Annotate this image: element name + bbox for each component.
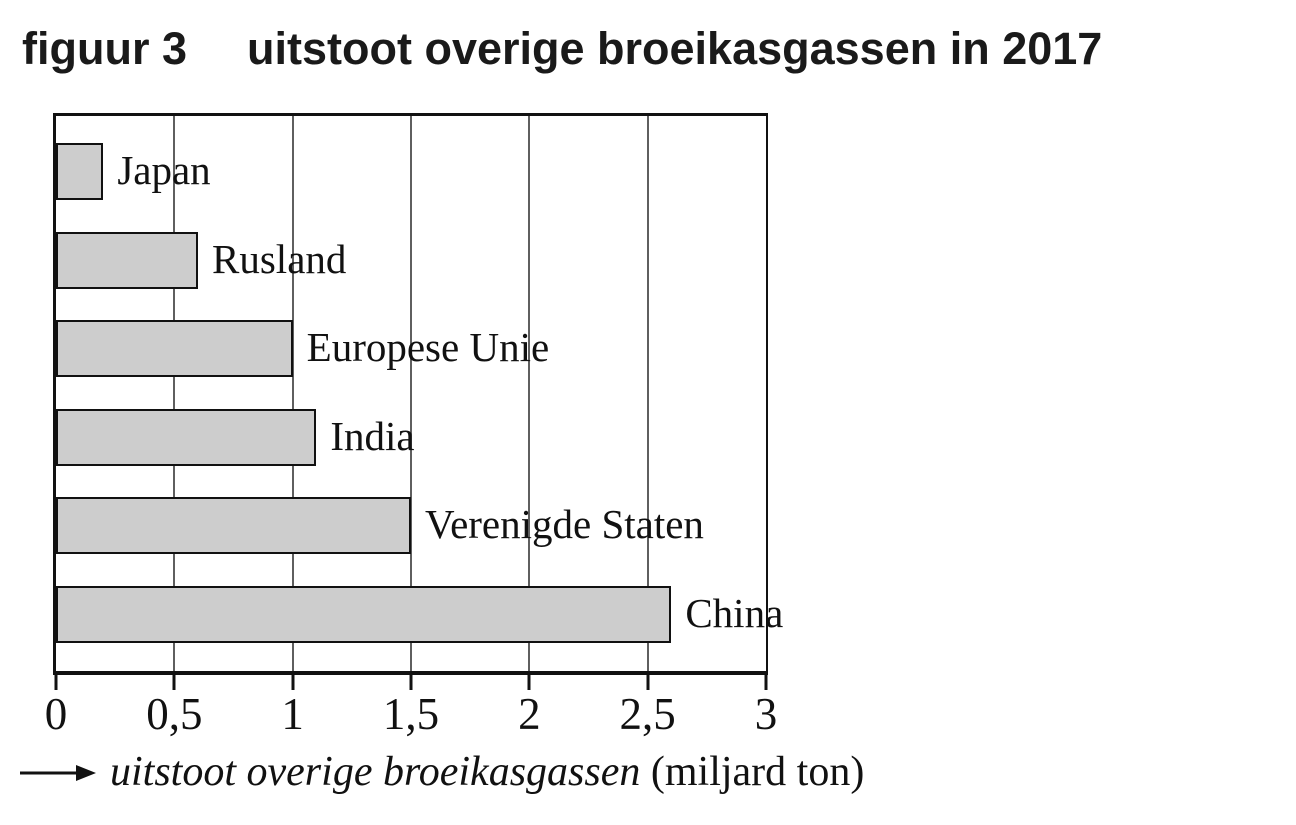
axis-tick (54, 675, 58, 690)
x-axis-caption: uitstoot overige broeikasgassen (miljard… (18, 748, 864, 796)
gridline (173, 116, 176, 671)
bar-rusland (56, 232, 198, 289)
x-axis-label-text: uitstoot overige broeikasgassen (110, 749, 641, 795)
axis-tick (409, 675, 413, 690)
bar-india (56, 409, 317, 466)
bar-row-rusland: Rusland (56, 232, 766, 289)
plot-area: Japan Rusland Europese Unie India Verenigde … (53, 113, 783, 675)
bar-japan (56, 143, 104, 200)
axis-tick-label: 0,5 (146, 689, 203, 739)
gridline (528, 116, 531, 671)
gridline (410, 116, 412, 671)
figure-title-text: uitstoot overige broeikasgassen in 2017 (247, 23, 1103, 74)
axis-tick (646, 675, 650, 690)
bar-label-china: China (685, 589, 784, 636)
axis-tick-label: 1 (281, 689, 304, 739)
axis-tick (527, 675, 531, 690)
x-axis-label: uitstoot overige broeikasgassen (miljard… (110, 748, 864, 796)
bar-china (56, 586, 672, 643)
x-axis-label-unit: (miljard ton) (650, 749, 865, 795)
gridline (291, 116, 294, 671)
figure-title: figuur 3 uitstoot overige broeikasgassen… (22, 22, 1102, 76)
bar-row-japan: Japan (56, 143, 766, 200)
bar-row-china: China (56, 586, 783, 643)
axis-tick (764, 675, 768, 690)
axis-tick-label: 0 (44, 689, 68, 739)
right-arrow-icon (18, 748, 96, 796)
bar-row-verenigde-staten: Verenigde Staten (56, 497, 766, 554)
figure-number: figuur 3 (22, 23, 187, 74)
axis-tick-label: 3 (754, 689, 778, 739)
bar-label-europese-unie: Europese Unie (306, 323, 550, 370)
x-axis-ticks: 0 0,5 1 1,5 2 2,5 3 (45, 675, 777, 745)
axis-tick-label: 1,5 (382, 689, 440, 739)
bar-label-rusland: Rusland (212, 235, 347, 282)
gridline (646, 116, 649, 671)
axis-tick (172, 675, 176, 690)
bar-label-japan: Japan (117, 146, 211, 193)
bar-europese-unie (56, 320, 293, 377)
bar-label-india: India (330, 412, 415, 459)
bar-row-india: India (56, 409, 766, 466)
axis-tick-label: 2 (518, 689, 541, 739)
bar-verenigde-staten (56, 497, 411, 554)
axis-tick (291, 675, 295, 690)
bar-row-europese-unie: Europese Unie (56, 320, 766, 377)
axis-tick-label: 2,5 (619, 689, 676, 739)
bar-label-verenigde-staten: Verenigde Staten (425, 500, 704, 547)
